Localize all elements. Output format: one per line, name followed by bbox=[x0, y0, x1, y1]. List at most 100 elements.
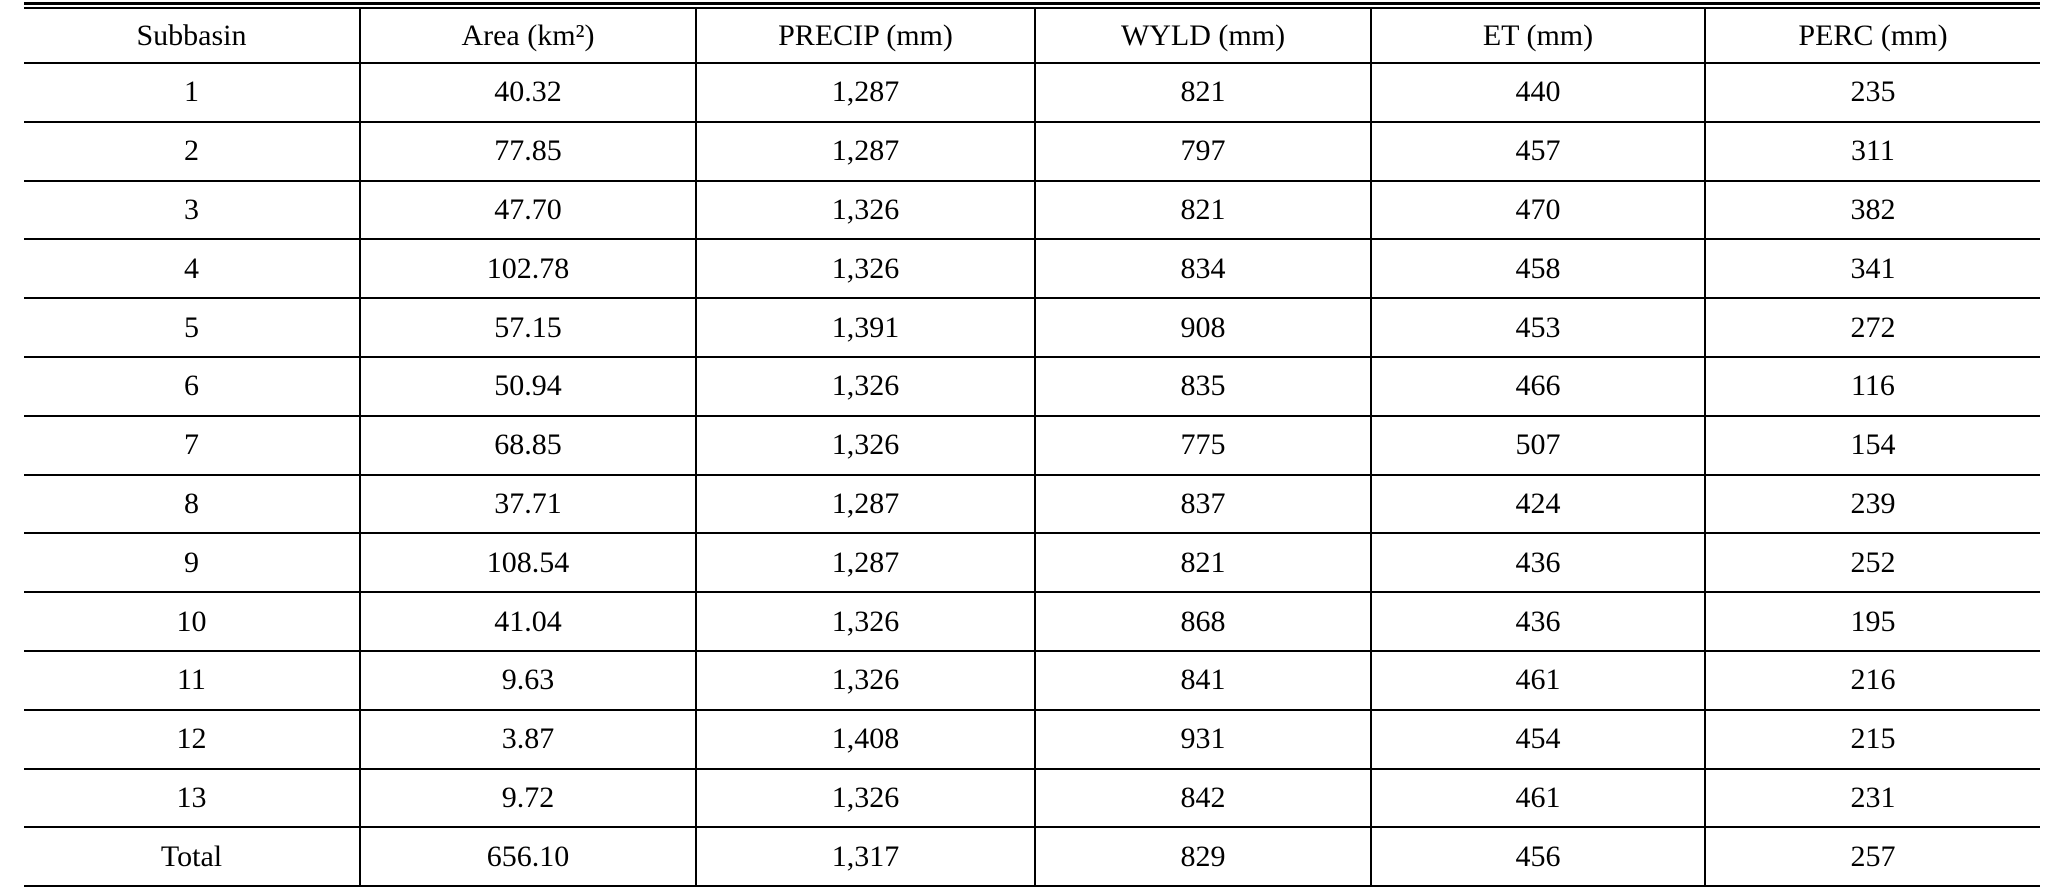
table-row: 8 37.71 1,287 837 424 239 bbox=[24, 474, 2040, 535]
table-row: 6 50.94 1,326 835 466 116 bbox=[24, 356, 2040, 417]
table-cell: 216 bbox=[1704, 650, 2040, 711]
table-cell: 436 bbox=[1370, 592, 1705, 652]
table-cell: 507 bbox=[1370, 415, 1705, 476]
table-cell: 1,326 bbox=[695, 415, 1035, 476]
table-cell: 1,326 bbox=[695, 180, 1035, 241]
table-body: 1 40.32 1,287 821 440 235 2 77.85 1,287 797 457 311… bbox=[24, 63, 2040, 888]
table-cell: 57.15 bbox=[359, 298, 696, 358]
table-cell: 11 bbox=[24, 650, 360, 711]
table-cell: 9 bbox=[24, 533, 360, 594]
table-cell: 457 bbox=[1370, 121, 1705, 182]
table-cell: 68.85 bbox=[359, 415, 696, 476]
table-cell: 12 bbox=[24, 709, 360, 770]
table-cell: 272 bbox=[1704, 298, 2040, 358]
table-cell: 1,317 bbox=[695, 827, 1035, 888]
table-cell: 440 bbox=[1370, 63, 1705, 123]
table-cell: 382 bbox=[1704, 180, 2040, 241]
table-cell: 1,287 bbox=[695, 533, 1035, 594]
table-cell: 257 bbox=[1704, 827, 2040, 888]
table-cell: 841 bbox=[1034, 650, 1371, 711]
table-cell: 9.72 bbox=[359, 768, 696, 829]
table-cell: 10 bbox=[24, 592, 360, 652]
table-cell: 50.94 bbox=[359, 356, 696, 417]
table-cell: 47.70 bbox=[359, 180, 696, 241]
table-row: 13 9.72 1,326 842 461 231 bbox=[24, 768, 2040, 829]
table-cell: 1,287 bbox=[695, 63, 1035, 123]
table-row: 1 40.32 1,287 821 440 235 bbox=[24, 63, 2040, 123]
table-cell: 231 bbox=[1704, 768, 2040, 829]
table-cell: 1,391 bbox=[695, 298, 1035, 358]
table-cell: 868 bbox=[1034, 592, 1371, 652]
table-cell: 470 bbox=[1370, 180, 1705, 241]
table-cell: 1 bbox=[24, 63, 360, 123]
top-rule bbox=[24, 7, 2040, 9]
table-cell: 13 bbox=[24, 768, 360, 829]
table-cell: 108.54 bbox=[359, 533, 696, 594]
table-row: 4 102.78 1,326 834 458 341 bbox=[24, 239, 2040, 300]
table-row: 3 47.70 1,326 821 470 382 bbox=[24, 180, 2040, 241]
table-cell: 77.85 bbox=[359, 121, 696, 182]
table-cell: 1,287 bbox=[695, 474, 1035, 535]
table-cell: 2 bbox=[24, 121, 360, 182]
table-cell: 9.63 bbox=[359, 650, 696, 711]
top-rule bbox=[24, 2, 2040, 5]
table-cell: 37.71 bbox=[359, 474, 696, 535]
table-cell: 1,326 bbox=[695, 768, 1035, 829]
table-cell: Total bbox=[24, 827, 360, 888]
table-cell: 775 bbox=[1034, 415, 1371, 476]
column-header: Subbasin bbox=[24, 9, 360, 64]
table-cell: 842 bbox=[1034, 768, 1371, 829]
table-cell: 466 bbox=[1370, 356, 1705, 417]
table-cell: 821 bbox=[1034, 180, 1371, 241]
column-header: WYLD (mm) bbox=[1034, 9, 1371, 64]
table-cell: 656.10 bbox=[359, 827, 696, 888]
column-header: Area (km²) bbox=[359, 9, 696, 64]
table-cell: 453 bbox=[1370, 298, 1705, 358]
table-cell: 341 bbox=[1704, 239, 2040, 300]
table-cell: 835 bbox=[1034, 356, 1371, 417]
table-cell: 311 bbox=[1704, 121, 2040, 182]
table-cell: 4 bbox=[24, 239, 360, 300]
table-cell: 1,287 bbox=[695, 121, 1035, 182]
table-cell: 41.04 bbox=[359, 592, 696, 652]
table-cell: 235 bbox=[1704, 63, 2040, 123]
table-row: 7 68.85 1,326 775 507 154 bbox=[24, 415, 2040, 476]
table-row: 9 108.54 1,287 821 436 252 bbox=[24, 533, 2040, 594]
table-cell: 837 bbox=[1034, 474, 1371, 535]
table-cell: 908 bbox=[1034, 298, 1371, 358]
table-cell: 1,326 bbox=[695, 356, 1035, 417]
table-cell: 931 bbox=[1034, 709, 1371, 770]
table-cell: 829 bbox=[1034, 827, 1371, 888]
table-head: Subbasin Area (km²) PRECIP (mm) WYLD (mm) ET… bbox=[24, 9, 2040, 64]
table-cell: 3 bbox=[24, 180, 360, 241]
table-cell: 834 bbox=[1034, 239, 1371, 300]
table-row: 12 3.87 1,408 931 454 215 bbox=[24, 709, 2040, 770]
table-cell: 1,326 bbox=[695, 592, 1035, 652]
table-cell: 821 bbox=[1034, 63, 1371, 123]
table-cell: 215 bbox=[1704, 709, 2040, 770]
table-cell: 454 bbox=[1370, 709, 1705, 770]
table-row: Total 656.10 1,317 829 456 257 bbox=[24, 827, 2040, 888]
table-cell: 3.87 bbox=[359, 709, 696, 770]
table-cell: 436 bbox=[1370, 533, 1705, 594]
table-cell: 6 bbox=[24, 356, 360, 417]
table-cell: 7 bbox=[24, 415, 360, 476]
column-header: PERC (mm) bbox=[1704, 9, 2040, 64]
table-row: 10 41.04 1,326 868 436 195 bbox=[24, 592, 2040, 652]
table-cell: 1,326 bbox=[695, 650, 1035, 711]
table-row: 5 57.15 1,391 908 453 272 bbox=[24, 298, 2040, 358]
table-row: 2 77.85 1,287 797 457 311 bbox=[24, 121, 2040, 182]
header-row: Subbasin Area (km²) PRECIP (mm) WYLD (mm) ET… bbox=[24, 9, 2040, 64]
table-cell: 461 bbox=[1370, 768, 1705, 829]
table-cell: 154 bbox=[1704, 415, 2040, 476]
table-cell: 458 bbox=[1370, 239, 1705, 300]
table-cell: 116 bbox=[1704, 356, 2040, 417]
table-cell: 1,326 bbox=[695, 239, 1035, 300]
table-cell: 5 bbox=[24, 298, 360, 358]
table-cell: 252 bbox=[1704, 533, 2040, 594]
table-cell: 461 bbox=[1370, 650, 1705, 711]
table-cell: 821 bbox=[1034, 533, 1371, 594]
table-cell: 102.78 bbox=[359, 239, 696, 300]
data-table: Subbasin Area (km²) PRECIP (mm) WYLD (mm) ET… bbox=[24, 9, 2040, 888]
column-header: ET (mm) bbox=[1370, 9, 1705, 64]
